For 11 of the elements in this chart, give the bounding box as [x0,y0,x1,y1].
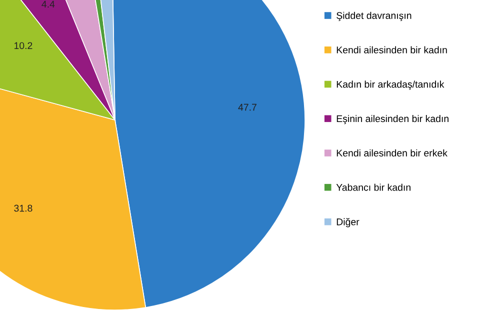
legend-label: Kendi ailesinden bir kadın [336,46,447,54]
legend-label: Kadın bir arkadaş/tanıdık [336,80,444,90]
legend-label: Eşinin ailesinden bir kadın [336,114,448,124]
legend-label: Şiddet davranışın [336,12,412,21]
data-label: 4.4 [42,0,55,8]
data-label: 31.8 [14,204,32,212]
legend-label: Diğer [336,218,360,228]
data-label: 10.2 [14,42,32,50]
legend-label: Kendi ailesinden bir erkek [336,149,448,156]
legend-label: Yabancı bir kadın [336,184,410,191]
data-label: 47.7 [238,104,256,111]
